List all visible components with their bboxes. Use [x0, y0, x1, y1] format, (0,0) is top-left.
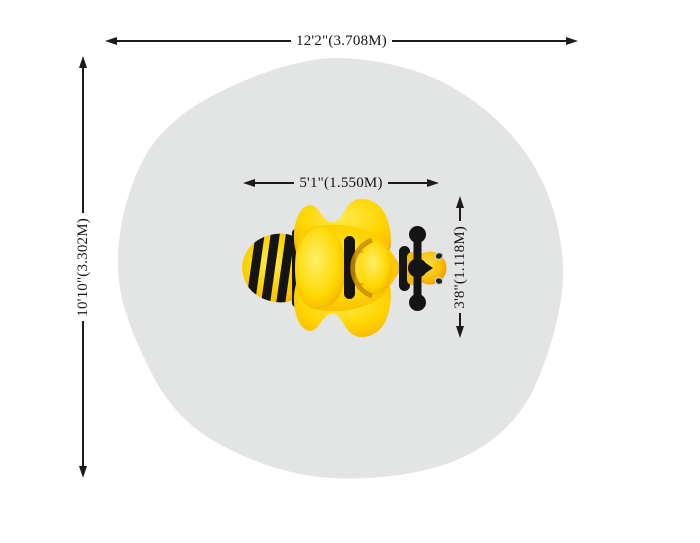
arrow-down-icon — [456, 326, 464, 338]
dimension-line — [82, 68, 84, 213]
dimension-line — [387, 182, 427, 184]
arrow-right-icon — [566, 37, 579, 45]
bee-seat-shading — [350, 237, 374, 299]
bee-seat-back — [296, 227, 346, 309]
arrow-down-icon — [79, 466, 87, 478]
bee-mid-stripe — [344, 236, 355, 299]
dimension-line — [459, 313, 461, 326]
arrow-up-icon — [456, 196, 464, 208]
bee-figure — [242, 198, 447, 338]
arrow-right-icon — [427, 179, 439, 187]
bee-seat — [360, 242, 392, 294]
overall-depth-dimension: 10'10"(3.302M) — [75, 56, 91, 478]
arrow-left-icon — [105, 37, 117, 45]
overall-width-dimension: 12'2"(3.708M) — [105, 32, 579, 49]
arrow-up-icon — [79, 56, 87, 68]
dimension-line — [117, 40, 291, 42]
overall-width-label: 12'2"(3.708M) — [296, 32, 388, 49]
dimension-line — [82, 321, 84, 466]
dimension-line — [459, 208, 461, 221]
dimension-line — [255, 182, 295, 184]
arrow-left-icon — [243, 179, 255, 187]
item-length-dimension: 5'1"(1.550M) — [243, 175, 439, 191]
bee-abdomen-stripes — [245, 233, 296, 303]
bee-handlebar — [408, 226, 433, 311]
bee-eye-left — [434, 251, 444, 261]
item-width-dimension: 3'8"(1.118M) — [452, 196, 468, 338]
item-length-label: 5'1"(1.550M) — [299, 174, 383, 191]
overall-depth-label: 10'10"(3.302M) — [74, 217, 91, 317]
dimension-line — [392, 40, 567, 42]
bee-eye-right — [434, 276, 444, 286]
item-width-label: 3'8"(1.118M) — [451, 225, 468, 309]
